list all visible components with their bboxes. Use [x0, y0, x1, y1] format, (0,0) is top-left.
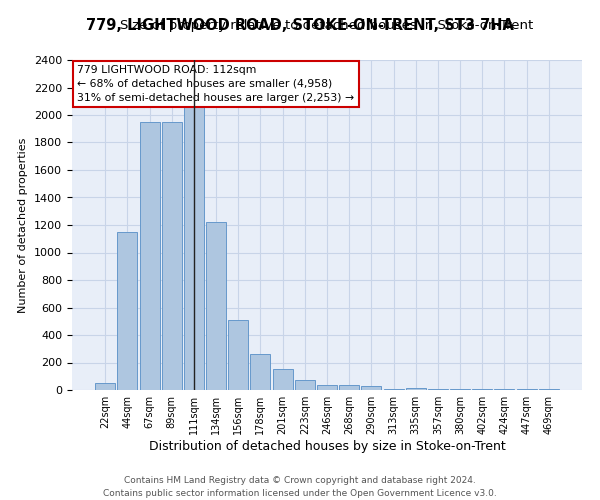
Bar [272, 368, 293, 390]
Bar [361, 386, 382, 390]
Text: Contains HM Land Registry data © Crown copyright and database right 2024.
Contai: Contains HM Land Registry data © Crown c… [103, 476, 497, 498]
Bar [295, 380, 315, 390]
X-axis label: Distribution of detached houses by size in Stoke-on-Trent: Distribution of detached houses by size … [149, 440, 505, 453]
Bar [317, 384, 337, 390]
Bar [184, 101, 204, 390]
Text: 779 LIGHTWOOD ROAD: 112sqm
← 68% of detached houses are smaller (4,958)
31% of s: 779 LIGHTWOOD ROAD: 112sqm ← 68% of deta… [77, 65, 354, 103]
Bar [228, 320, 248, 390]
Bar [339, 384, 359, 390]
Bar [383, 388, 404, 390]
Bar [206, 222, 226, 390]
Bar [162, 122, 182, 390]
Bar [406, 388, 426, 390]
Text: 779, LIGHTWOOD ROAD, STOKE-ON-TRENT, ST3 7HA: 779, LIGHTWOOD ROAD, STOKE-ON-TRENT, ST3… [86, 18, 514, 32]
Bar [250, 354, 271, 390]
Bar [118, 232, 137, 390]
Y-axis label: Number of detached properties: Number of detached properties [19, 138, 28, 312]
Title: Size of property relative to detached houses in Stoke-on-Trent: Size of property relative to detached ho… [121, 20, 533, 32]
Bar [140, 122, 160, 390]
Bar [95, 383, 115, 390]
